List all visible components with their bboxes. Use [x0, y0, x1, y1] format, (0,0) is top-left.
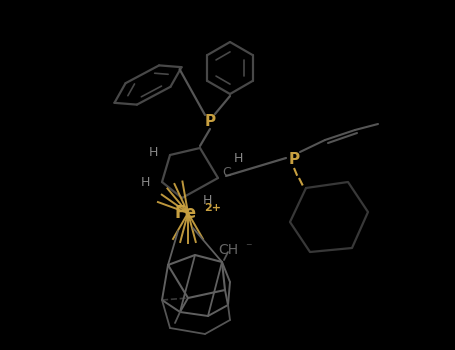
Text: C: C: [222, 167, 232, 180]
Text: P: P: [204, 114, 216, 130]
Text: H: H: [233, 152, 243, 164]
Text: 2+: 2+: [204, 203, 221, 213]
Text: H: H: [202, 194, 212, 206]
Text: H: H: [140, 176, 150, 189]
Text: Fe: Fe: [175, 204, 197, 222]
Text: ⁻: ⁻: [245, 241, 251, 254]
Text: CH: CH: [218, 243, 238, 257]
Text: P: P: [288, 153, 299, 168]
Text: H: H: [148, 147, 158, 160]
